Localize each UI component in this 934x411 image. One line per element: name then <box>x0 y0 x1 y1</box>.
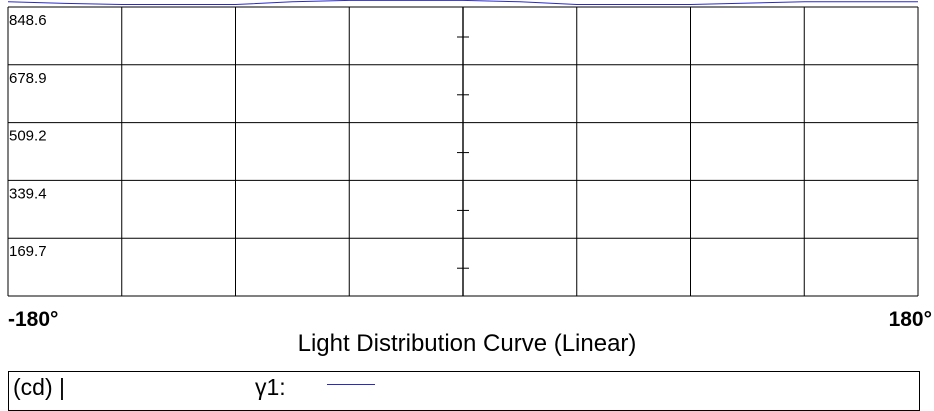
legend: (cd) | γ1: <box>8 371 920 411</box>
y-tick-labels: 848.6 678.9 509.2 339.4 169.7 <box>9 12 47 260</box>
y-tick-label: 509.2 <box>9 128 47 145</box>
legend-swatch <box>327 384 375 385</box>
x-axis-start-label: -180° <box>8 308 59 331</box>
y-unit-label: (cd) | <box>13 374 65 400</box>
legend-series-name: γ1: <box>255 374 286 400</box>
y-tick-label: 678.9 <box>9 70 47 87</box>
y-tick-label: 339.4 <box>9 185 47 202</box>
x-axis-end-label: 180° <box>888 308 932 331</box>
light-distribution-chart: 848.6 678.9 509.2 339.4 169.7 <box>7 0 919 297</box>
chart-title: Light Distribution Curve (Linear) <box>297 330 637 357</box>
y-tick-label: 848.6 <box>9 12 47 29</box>
series-line <box>7 0 918 5</box>
chart-grid <box>7 6 919 297</box>
y-tick-label: 169.7 <box>9 243 47 260</box>
series-lines <box>7 0 918 5</box>
